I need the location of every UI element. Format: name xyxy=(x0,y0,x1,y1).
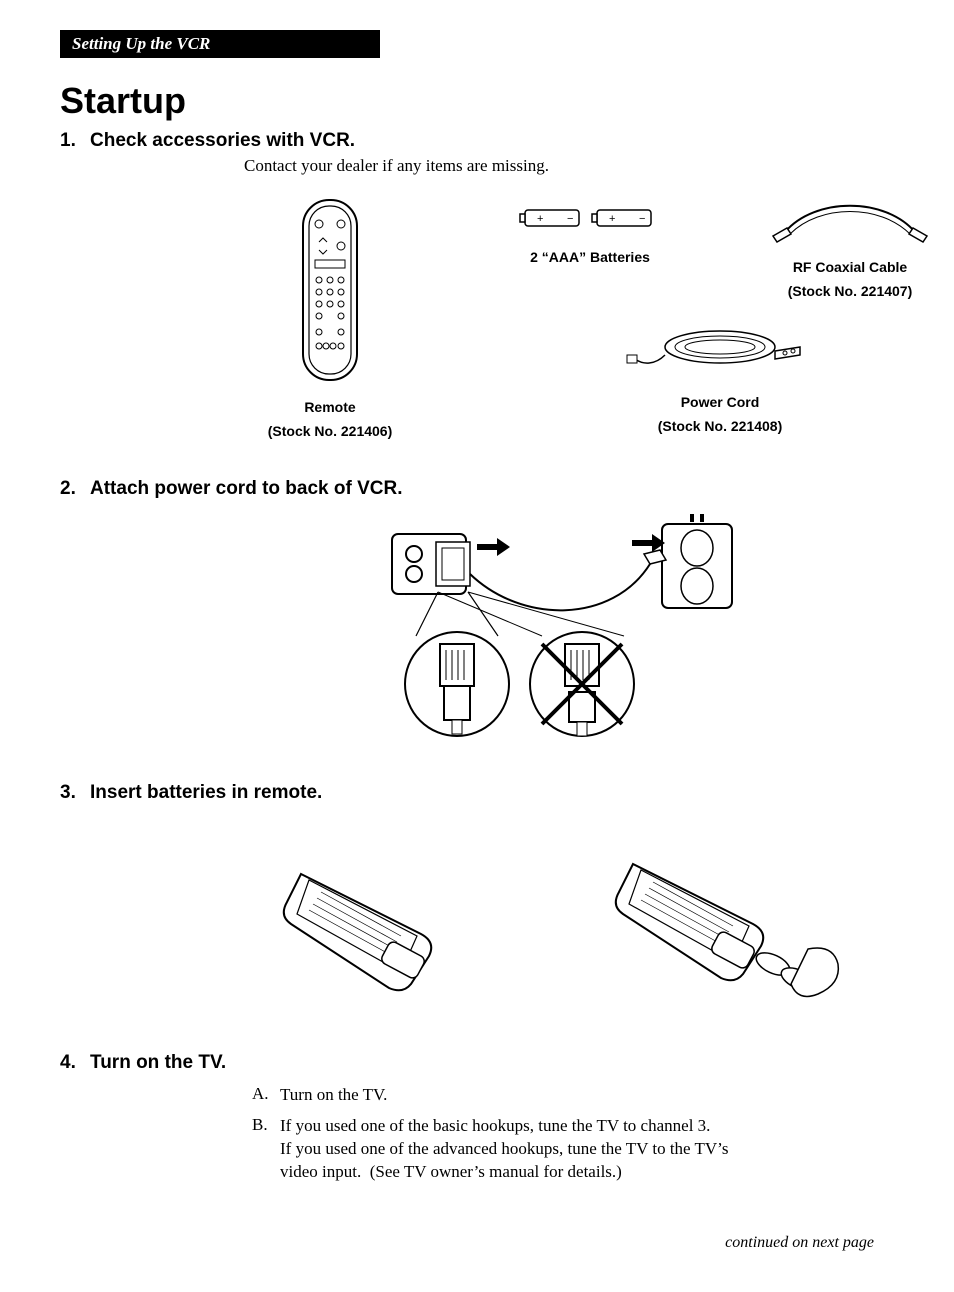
remote-icon xyxy=(275,192,385,392)
svg-text:−: − xyxy=(567,213,573,225)
step-4a-text: Turn on the TV. xyxy=(280,1084,760,1107)
step-4-number: 4. xyxy=(60,1052,90,1074)
step-3-heading: 3.Insert batteries in remote. xyxy=(60,782,894,804)
svg-text:+: + xyxy=(537,213,543,225)
step-3-text: Insert batteries in remote. xyxy=(90,782,322,803)
power-label-2: (Stock No. 221408) xyxy=(460,417,954,435)
step-1-number: 1. xyxy=(60,130,90,152)
section-header-bar: Setting Up the VCR xyxy=(60,30,380,58)
batteries-icon: + − + − xyxy=(515,192,665,242)
page-title: Startup xyxy=(60,80,894,122)
batteries-label: 2 “AAA” Batteries xyxy=(460,248,720,266)
rf-cable-icon xyxy=(765,192,935,252)
remote-back-open-icon xyxy=(271,844,471,1004)
step-3-figure xyxy=(230,844,894,1014)
step-3-number: 3. xyxy=(60,782,90,804)
step-2-figure xyxy=(230,514,894,744)
svg-text:+: + xyxy=(609,213,615,225)
step-1-text: Check accessories with VCR. xyxy=(90,130,355,151)
step-4-text: Turn on the TV. xyxy=(90,1052,226,1073)
rf-label-2: (Stock No. 221407) xyxy=(720,282,954,300)
step-4-sublist: A. Turn on the TV. B. If you used one of… xyxy=(252,1084,894,1184)
step-4b: B. If you used one of the basic hookups,… xyxy=(252,1115,894,1184)
step-2-text: Attach power cord to back of VCR. xyxy=(90,478,402,499)
step-4b-body: If you used one of the basic hookups, tu… xyxy=(280,1115,760,1184)
accessories-grid: Remote (Stock No. 221406) + − + − 2 “AAA… xyxy=(200,192,894,440)
step-4b-line1: If you used one of the basic hookups, tu… xyxy=(280,1115,760,1138)
accessory-power-cord: Power Cord (Stock No. 221408) xyxy=(460,317,954,440)
step-4-heading: 4.Turn on the TV. xyxy=(60,1052,894,1074)
continued-note: continued on next page xyxy=(60,1234,894,1252)
accessory-batteries: + − + − 2 “AAA” Batteries xyxy=(460,192,720,305)
step-4a-letter: A. xyxy=(252,1084,280,1107)
step-1-heading: 1.Check accessories with VCR. xyxy=(60,130,894,152)
accessory-remote: Remote (Stock No. 221406) xyxy=(200,192,460,440)
step-4a: A. Turn on the TV. xyxy=(252,1084,894,1107)
power-label-1: Power Cord xyxy=(460,393,954,411)
step-2-heading: 2.Attach power cord to back of VCR. xyxy=(60,478,894,500)
step-1-intro: Contact your dealer if any items are mis… xyxy=(244,156,894,176)
power-cord-icon xyxy=(625,317,815,387)
svg-text:−: − xyxy=(639,213,645,225)
step-4b-letter: B. xyxy=(252,1115,280,1184)
accessory-rf-cable: RF Coaxial Cable (Stock No. 221407) xyxy=(720,192,954,305)
step-2-number: 2. xyxy=(60,478,90,500)
remote-batteries-insert-icon xyxy=(613,844,853,1014)
rf-label-1: RF Coaxial Cable xyxy=(720,258,954,276)
step-4b-line2: If you used one of the advanced hookups,… xyxy=(280,1138,760,1184)
power-attach-icon xyxy=(382,514,742,744)
remote-label-2: (Stock No. 221406) xyxy=(200,422,460,440)
remote-label-1: Remote xyxy=(200,398,460,416)
